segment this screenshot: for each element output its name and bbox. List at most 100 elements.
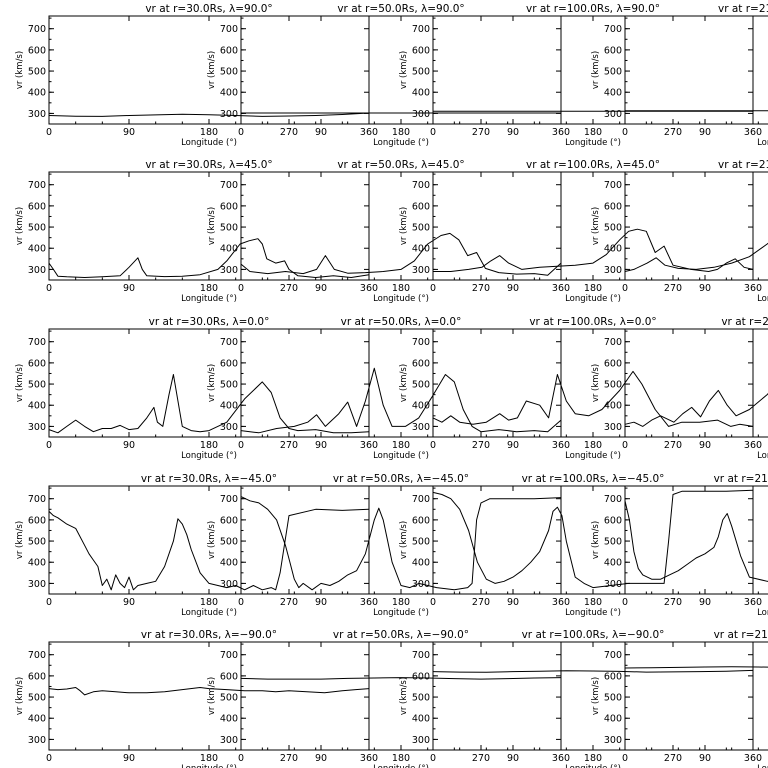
x-axis-label: Longitude (°) [565,138,621,148]
x-tick-label: 0 [430,283,436,294]
series-line [240,496,562,591]
x-tick-label: 90 [315,597,327,608]
y-tick-label: 600 [604,671,622,682]
x-tick-label: 270 [280,597,298,608]
x-tick-label: 360 [744,753,762,764]
y-tick-label: 500 [412,223,430,234]
x-tick-label: 360 [744,127,762,138]
y-tick-label: 500 [220,223,238,234]
y-tick-label: 600 [220,201,238,212]
x-axis-label: Longitude (°) [757,294,768,304]
panel-4-2: vr at r=50.0Rs, λ=−45.0° 0 90 180 270 360 300 4… [207,473,570,618]
y-axis-label: vr (km/s) [15,521,25,559]
x-axis-label: Longitude (°) [181,294,237,304]
x-tick-label: 90 [699,753,711,764]
x-axis-label: Longitude (°) [373,608,429,618]
panel-title: vr at r=215.0Rs, λ=−90.0° [714,629,768,641]
x-axis-label: Longitude (°) [757,138,768,148]
y-tick-label: 500 [412,693,430,704]
x-tick-label: 270 [280,283,298,294]
y-axis-label: vr (km/s) [399,207,409,245]
y-axis-label: vr (km/s) [399,51,409,89]
y-tick-label: 300 [220,579,238,590]
y-tick-label: 300 [412,109,430,120]
series-line [240,367,562,434]
panel-2-2: vr at r=50.0Rs, λ=45.0° 0 90 180 270 360 300 40… [207,159,570,304]
x-tick-label: 270 [472,283,490,294]
x-tick-label: 270 [664,127,682,138]
panel-1-3: vr at r=100.0Rs, λ=90.0° 0 90 180 270 360 300 4… [399,3,762,148]
y-axis-label: vr (km/s) [207,521,217,559]
y-tick-label: 400 [220,401,238,412]
panel-3-4: vr at r=215.0Rs, λ=0.0°09018027036030040… [591,316,768,461]
x-tick-label: 0 [238,440,244,451]
x-tick-label: 360 [552,753,570,764]
y-tick-label: 300 [604,735,622,746]
x-tick-label: 90 [123,753,135,764]
panel-4-1: vr at r=30.0Rs, λ=−45.0° 0 90 180 270 360 300 4… [15,473,378,618]
y-tick-label: 300 [28,422,46,433]
y-tick-label: 600 [220,358,238,369]
y-tick-label: 400 [604,401,622,412]
y-tick-label: 500 [412,67,430,78]
y-tick-label: 600 [220,671,238,682]
y-tick-label: 700 [604,180,622,191]
x-tick-label: 180 [200,127,218,138]
x-tick-label: 360 [552,283,570,294]
y-tick-label: 400 [28,244,46,255]
panel-title: vr at r=30.0Rs, λ=0.0° [149,316,270,328]
y-tick-label: 600 [28,45,46,56]
x-tick-label: 90 [507,597,519,608]
x-tick-label: 360 [552,127,570,138]
y-axis-label: vr (km/s) [591,521,601,559]
x-tick-label: 270 [664,597,682,608]
panel-3-1: vr at r=30.0Rs, λ=0.0° 0 90 180 270 360 300 400… [15,316,378,461]
panel-4-3: vr at r=100.0Rs, λ=−45.0° 0 90 180 270 360 300… [399,473,762,618]
x-tick-label: 270 [664,440,682,451]
x-tick-label: 180 [392,597,410,608]
panel-5-4: vr at r=215.0Rs, λ=−90.0°090180270360300… [591,629,768,768]
x-tick-label: 90 [507,127,519,138]
y-tick-label: 700 [412,180,430,191]
y-tick-label: 400 [412,88,430,99]
x-tick-label: 270 [472,440,490,451]
y-tick-label: 700 [28,494,46,505]
y-tick-label: 700 [604,650,622,661]
y-tick-label: 300 [604,109,622,120]
panel-5-1: vr at r=30.0Rs, λ=−90.0° 0 90 180 270 360 300 4… [15,629,378,768]
x-axis-label: Longitude (°) [757,451,768,461]
x-tick-label: 270 [472,753,490,764]
y-tick-label: 500 [220,693,238,704]
y-tick-label: 700 [28,337,46,348]
series-line [48,508,370,591]
x-tick-label: 0 [238,753,244,764]
x-tick-label: 0 [430,597,436,608]
y-tick-label: 600 [412,358,430,369]
y-axis-label: vr (km/s) [399,677,409,715]
y-axis-label: vr (km/s) [15,677,25,715]
x-tick-label: 90 [507,753,519,764]
x-axis-label: Longitude (°) [181,138,237,148]
y-tick-label: 300 [604,422,622,433]
series-line [48,112,370,117]
plot-frame [624,328,768,438]
panel-2-4: vr at r=215.0Rs, λ=45.0°0901802703603004… [591,159,768,304]
y-tick-label: 500 [604,380,622,391]
y-tick-label: 300 [604,265,622,276]
x-tick-label: 90 [699,440,711,451]
y-axis-label: vr (km/s) [207,207,217,245]
x-tick-label: 180 [584,127,602,138]
x-tick-label: 180 [200,440,218,451]
x-tick-label: 270 [280,753,298,764]
panel-title: vr at r=215.0Rs, λ=−45.0° [714,473,768,485]
x-tick-label: 270 [280,127,298,138]
x-tick-label: 180 [200,597,218,608]
y-tick-label: 500 [604,67,622,78]
panel-title: vr at r=50.0Rs, λ=−45.0° [333,473,469,485]
y-tick-label: 500 [28,537,46,548]
y-tick-label: 700 [412,494,430,505]
x-tick-label: 90 [699,283,711,294]
panel-title: vr at r=215.0Rs, λ=45.0° [718,159,768,171]
x-axis-label: Longitude (°) [565,294,621,304]
x-tick-label: 90 [123,283,135,294]
